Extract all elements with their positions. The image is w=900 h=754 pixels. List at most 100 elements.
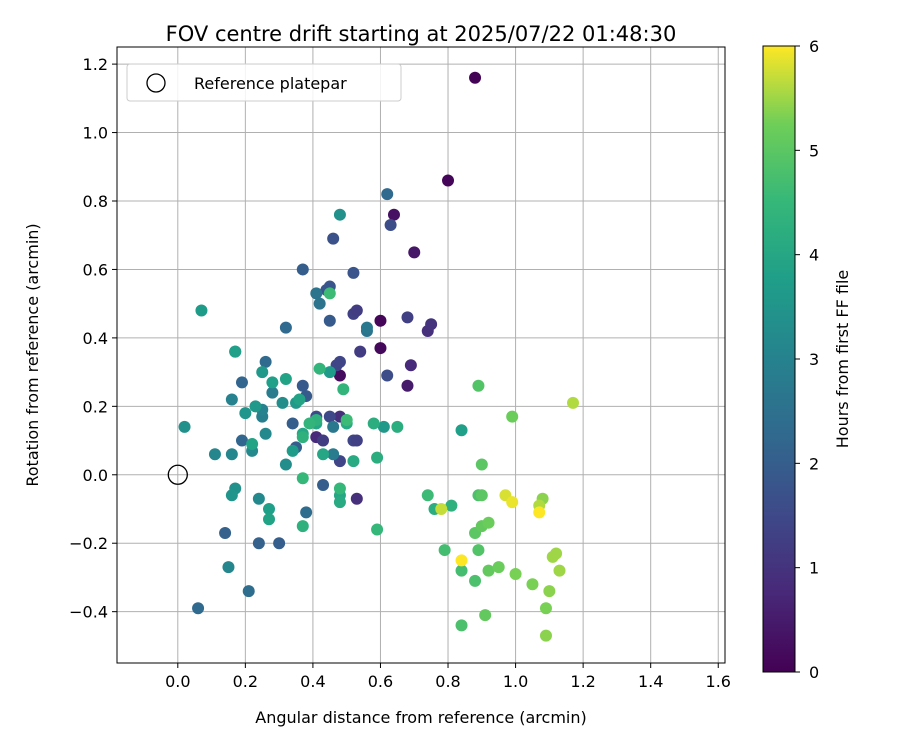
data-point bbox=[327, 232, 340, 245]
colorbar-label: Hours from first FF file bbox=[833, 270, 852, 449]
data-point bbox=[296, 472, 309, 485]
data-point bbox=[455, 554, 468, 567]
data-point bbox=[472, 379, 485, 392]
data-point bbox=[263, 503, 275, 515]
data-point bbox=[327, 448, 340, 461]
data-point bbox=[347, 455, 360, 468]
colorbar-ticks: 0 1 2 3 4 5 6 bbox=[795, 37, 819, 682]
data-point bbox=[256, 366, 269, 379]
data-point bbox=[229, 345, 242, 358]
data-point bbox=[401, 379, 414, 392]
data-point bbox=[317, 479, 330, 492]
data-point bbox=[455, 424, 468, 437]
y-tick-label: 0.2 bbox=[83, 397, 108, 416]
data-point bbox=[266, 376, 279, 389]
data-point bbox=[259, 355, 272, 368]
data-point bbox=[249, 400, 262, 413]
data-point bbox=[384, 218, 397, 231]
y-tick-label: 1.0 bbox=[83, 124, 108, 143]
data-point bbox=[354, 345, 367, 358]
data-point bbox=[246, 437, 259, 450]
data-point bbox=[333, 208, 346, 221]
data-point bbox=[239, 407, 252, 420]
x-axis-ticks: 0.0 0.2 0.4 0.6 0.8 1.0 1.2 1.4 1.6 bbox=[165, 663, 731, 691]
x-tick-label: 0.8 bbox=[435, 672, 460, 691]
data-point bbox=[225, 448, 238, 461]
data-point bbox=[333, 369, 346, 382]
data-point bbox=[323, 314, 336, 327]
data-point bbox=[252, 492, 265, 505]
data-point bbox=[333, 482, 346, 495]
data-point bbox=[195, 304, 208, 317]
data-point bbox=[350, 492, 363, 505]
x-tick-label: 0.0 bbox=[165, 672, 190, 691]
data-point bbox=[350, 304, 363, 317]
data-point bbox=[371, 523, 384, 536]
data-point bbox=[371, 451, 384, 464]
data-point bbox=[266, 386, 279, 399]
data-point bbox=[567, 396, 579, 409]
data-point bbox=[296, 263, 309, 276]
data-point bbox=[279, 321, 292, 334]
colorbar-tick-label: 4 bbox=[809, 246, 819, 265]
y-tick-label: −0.2 bbox=[69, 534, 108, 553]
data-point bbox=[421, 489, 434, 502]
data-point bbox=[472, 544, 485, 557]
x-tick-label: 0.6 bbox=[368, 672, 393, 691]
data-point bbox=[533, 506, 546, 519]
data-point bbox=[263, 513, 275, 526]
data-point bbox=[192, 602, 205, 615]
data-point bbox=[506, 410, 519, 423]
data-point bbox=[279, 372, 292, 385]
data-point bbox=[347, 266, 360, 279]
data-point bbox=[438, 544, 451, 557]
reference-marker-group bbox=[167, 464, 188, 485]
data-point bbox=[235, 376, 248, 389]
y-axis-ticks: −0.4 −0.2 0.0 0.2 0.4 0.6 0.8 1.0 1.2 bbox=[69, 55, 117, 622]
data-point bbox=[323, 287, 336, 300]
data-point bbox=[259, 427, 272, 440]
data-point bbox=[242, 585, 255, 598]
data-point bbox=[408, 246, 421, 259]
x-tick-label: 0.2 bbox=[233, 672, 258, 691]
legend-box bbox=[126, 63, 402, 102]
data-point bbox=[300, 506, 313, 519]
data-point bbox=[455, 564, 468, 577]
y-tick-label: 0.4 bbox=[83, 329, 108, 348]
data-point bbox=[482, 516, 495, 529]
data-point bbox=[381, 369, 394, 382]
data-point bbox=[317, 434, 330, 447]
data-point bbox=[333, 496, 346, 509]
data-point bbox=[350, 434, 363, 447]
x-axis-label: Angular distance from reference (arcmin) bbox=[255, 708, 586, 727]
data-point bbox=[286, 444, 299, 457]
data-point bbox=[286, 417, 299, 430]
data-point bbox=[374, 314, 387, 327]
data-point bbox=[279, 458, 292, 471]
data-point bbox=[526, 578, 539, 591]
data-point bbox=[273, 537, 286, 550]
data-point bbox=[381, 188, 394, 201]
chart-title: FOV centre drift starting at 2025/07/22 … bbox=[166, 22, 677, 46]
data-point bbox=[546, 550, 559, 563]
data-point bbox=[539, 602, 552, 615]
data-point bbox=[492, 561, 505, 574]
x-tick-label: 1.0 bbox=[503, 672, 528, 691]
reference-marker bbox=[167, 464, 188, 485]
data-point bbox=[293, 393, 306, 406]
plot-frame bbox=[116, 46, 726, 664]
scatter-points bbox=[178, 71, 579, 642]
x-tick-label: 0.4 bbox=[300, 672, 325, 691]
data-point bbox=[252, 537, 265, 550]
data-point bbox=[442, 174, 455, 187]
x-tick-label: 1.6 bbox=[706, 672, 731, 691]
data-point bbox=[337, 383, 350, 396]
data-point bbox=[445, 499, 458, 512]
data-point bbox=[296, 520, 309, 533]
data-point bbox=[317, 448, 330, 461]
data-point bbox=[323, 410, 336, 423]
data-point bbox=[333, 355, 346, 368]
data-point bbox=[367, 417, 380, 430]
data-point bbox=[225, 393, 238, 406]
data-point bbox=[340, 414, 353, 427]
